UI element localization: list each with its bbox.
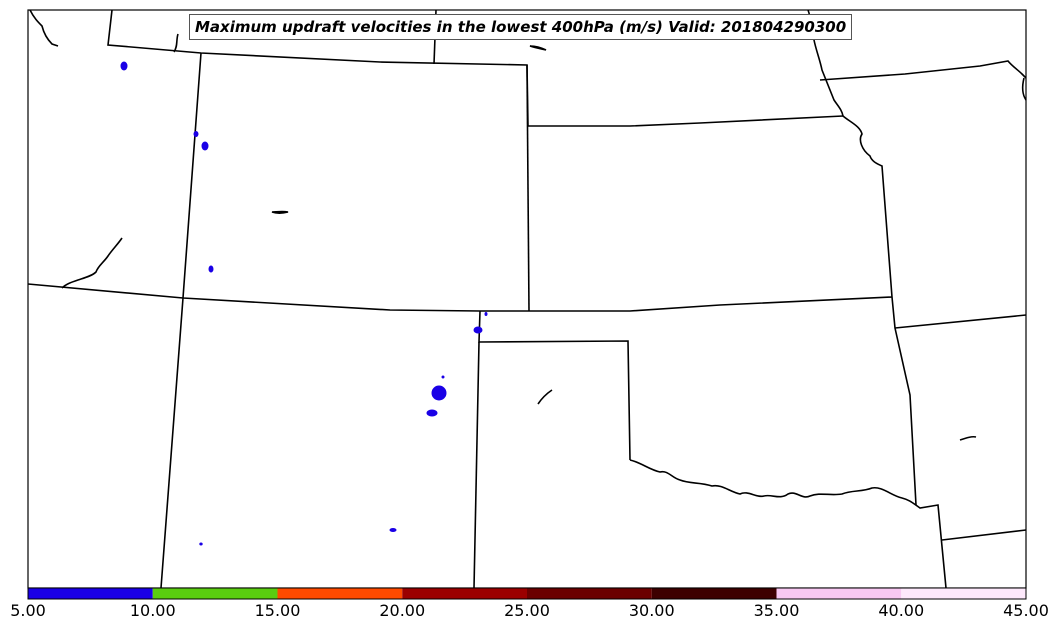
- updraft-cell: [431, 385, 447, 401]
- lake-small-2: [529, 45, 547, 51]
- coastline-nw: [29, 9, 59, 47]
- lake-small-4: [959, 435, 977, 441]
- colorbar-tick-label: 35.00: [753, 601, 800, 620]
- border-ar-la: [941, 529, 1027, 541]
- updraft-cell: [473, 326, 483, 334]
- colorbar-segment: [28, 588, 153, 599]
- border-river-east: [1021, 77, 1027, 101]
- border-nm-tx: [473, 341, 480, 589]
- updraft-cell: [484, 312, 488, 316]
- colorbar-tick-label: 5.00: [10, 601, 46, 620]
- updraft-cell: [389, 528, 397, 532]
- border-co-ne: [526, 64, 530, 312]
- colorbar-segment: [901, 588, 1026, 599]
- colorbar-tick-label: 20.00: [379, 601, 426, 620]
- updraft-cell: [441, 375, 445, 379]
- colorbar-tick-label: 25.00: [504, 601, 550, 620]
- colorbar-tick-label: 30.00: [628, 601, 675, 620]
- colorbar-segment: [527, 588, 652, 599]
- colorbar-tick-label: 10.00: [129, 601, 176, 620]
- updraft-cell: [208, 265, 214, 273]
- colorbar-tick-label: 40.00: [878, 601, 925, 620]
- updraft-cell: [193, 131, 199, 137]
- map-title: Maximum updraft velocities in the lowest…: [189, 14, 853, 40]
- colorbar-outline: [27, 587, 1027, 600]
- updraft-cell: [120, 61, 128, 71]
- border-co-ks: [478, 310, 631, 461]
- colorbar: [27, 587, 1027, 600]
- lake-shore-sw: [61, 237, 123, 289]
- updraft-cell: [201, 141, 209, 151]
- colorbar-segment: [402, 588, 527, 599]
- border-ok-tx: [629, 459, 947, 589]
- colorbar-segment: [651, 588, 777, 599]
- updraft-cell: [199, 542, 203, 546]
- colorbar-segment: [277, 588, 403, 599]
- border-ar-north: [894, 314, 1027, 329]
- colorbar-tick-label: 45.00: [1003, 601, 1049, 620]
- updraft-cell: [426, 409, 438, 417]
- lake-shore: [173, 33, 179, 53]
- colorbar-tick-label: 15.00: [254, 601, 301, 620]
- colorbar-segment: [776, 588, 902, 599]
- lake-small-1: [271, 210, 289, 214]
- state-borders: [27, 9, 1027, 589]
- updraft-contours: [120, 61, 488, 546]
- border-ks-mo: [842, 115, 917, 506]
- colorbar-segment: [152, 588, 278, 599]
- lake-small-3: [537, 389, 553, 405]
- border-ia-mo: [819, 60, 1027, 81]
